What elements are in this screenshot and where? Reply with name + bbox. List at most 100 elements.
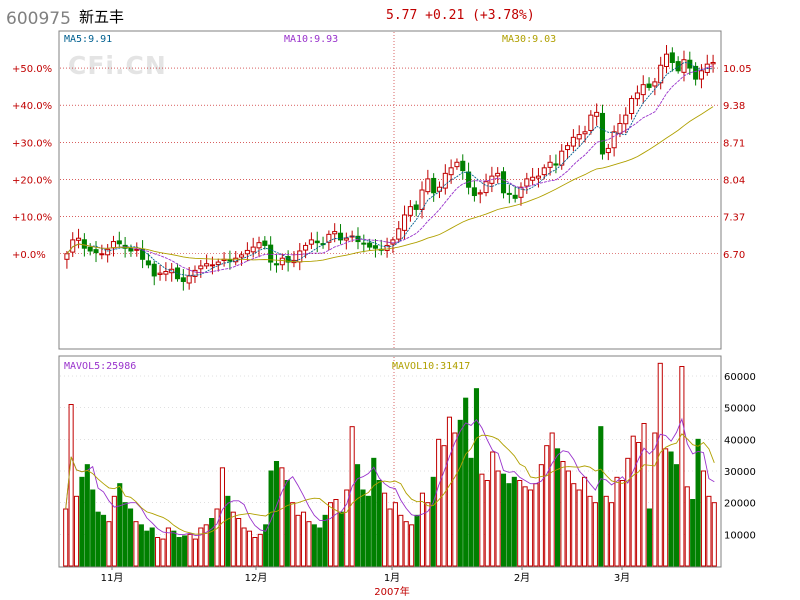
candle-body: [553, 163, 559, 166]
volume-bar: [484, 480, 490, 567]
candle-body: [390, 239, 396, 245]
candle-body: [605, 147, 611, 154]
candle-body: [530, 176, 536, 181]
volume-bar: [176, 537, 182, 567]
volume-bar: [468, 457, 474, 567]
candle-body: [512, 194, 518, 199]
volume-bar: [155, 537, 161, 567]
volume-bar: [284, 480, 290, 567]
candle-body: [483, 181, 489, 194]
candle-body: [454, 161, 460, 168]
volume-bar: [128, 508, 134, 567]
candle-body: [495, 172, 501, 177]
candle-body: [192, 269, 198, 277]
candle-body: [105, 248, 111, 256]
volume-bar: [571, 483, 577, 567]
volume-bar: [241, 527, 247, 567]
volume-bar: [506, 483, 512, 567]
volume-bar: [387, 508, 393, 567]
volume-bar: [657, 362, 663, 567]
candle-body: [524, 178, 530, 187]
volume-bar: [365, 495, 371, 567]
candle-body: [396, 228, 402, 240]
candle-body: [681, 59, 687, 73]
candle-body: [372, 245, 378, 249]
volume-bar: [295, 514, 301, 567]
volume-bar: [425, 502, 431, 567]
volume-bar: [598, 426, 604, 567]
volume-bar: [73, 495, 80, 567]
volume-bar: [236, 518, 242, 567]
candle-body: [413, 204, 419, 210]
volume-bar: [527, 489, 534, 567]
candle-body: [588, 114, 594, 131]
volume-bar: [149, 527, 155, 567]
candle-body: [268, 244, 274, 263]
candle-body: [116, 240, 122, 245]
candle-body: [611, 131, 617, 149]
volume-bar: [430, 476, 436, 567]
candle-body: [570, 136, 576, 147]
candle-body: [151, 263, 157, 277]
volume-bar: [630, 435, 636, 567]
volume-bar: [706, 495, 712, 567]
volume-bar: [106, 521, 112, 567]
volume-bar: [619, 480, 625, 567]
candle-body: [693, 65, 699, 80]
volume-bar: [225, 495, 231, 567]
watermark: CFi.CN: [68, 51, 167, 80]
volume-bar: [446, 416, 453, 567]
volume-bar: [495, 470, 501, 567]
volume-bar: [544, 445, 550, 567]
candle-body: [477, 192, 483, 195]
volume-bar: [641, 423, 647, 567]
candle-body: [81, 239, 87, 249]
volume-bar: [338, 511, 344, 567]
volume-bar: [344, 489, 350, 567]
volume-bar: [187, 533, 193, 567]
candle-body: [669, 52, 675, 63]
volume-bar: [441, 445, 447, 567]
volume-axis-ticks: 60000 50000 40000 30000 20000 10000: [724, 372, 756, 541]
volume-panel-frame: [58, 355, 722, 568]
volume-bar: [371, 457, 377, 567]
volume-bar: [473, 388, 480, 567]
candle-body: [634, 92, 640, 100]
candle-body: [663, 53, 670, 67]
volume-bar: [684, 486, 690, 567]
volume-bar: [79, 476, 85, 567]
volume-bar: [500, 473, 507, 567]
candle-body: [163, 270, 169, 275]
candle-body: [541, 167, 547, 176]
candle-body: [419, 189, 425, 210]
candle-body: [186, 275, 192, 284]
candle-body: [442, 172, 448, 189]
mavol5-line: [65, 417, 715, 537]
candle-body: [466, 171, 472, 188]
volume-bar: [355, 464, 361, 567]
left-axis-ticks: +50.0% +40.0% +30.0% +20.0% +10.0% +0.0%: [12, 64, 52, 261]
volume-bar: [122, 502, 128, 567]
candle-body: [506, 192, 512, 195]
volume-bar: [279, 467, 285, 567]
volume-bar: [268, 470, 274, 567]
candle-body: [629, 98, 635, 114]
ma10-line: [66, 65, 714, 274]
candle-body: [297, 250, 303, 263]
volume-bar: [63, 508, 69, 567]
candle-body: [652, 81, 658, 87]
right-tick-label: 6.70: [723, 250, 745, 261]
volume-bar: [646, 508, 652, 567]
right-tick-label: 7.37: [723, 213, 745, 224]
volume-bar: [144, 530, 150, 567]
candle-body: [157, 272, 163, 275]
volume-legend: MAVOL5:25986 MAVOL10:31417: [64, 361, 470, 372]
stock-name: 新五丰: [79, 8, 124, 26]
candlesticks: [64, 45, 716, 291]
candle-body: [565, 145, 571, 151]
volume-legend-label: MAVOL5:25986: [64, 361, 136, 372]
left-tick-label: +0.0%: [12, 250, 46, 261]
candle-body: [209, 264, 215, 267]
x-axis-label: 1月: [384, 572, 400, 584]
volume-bar: [322, 514, 328, 567]
